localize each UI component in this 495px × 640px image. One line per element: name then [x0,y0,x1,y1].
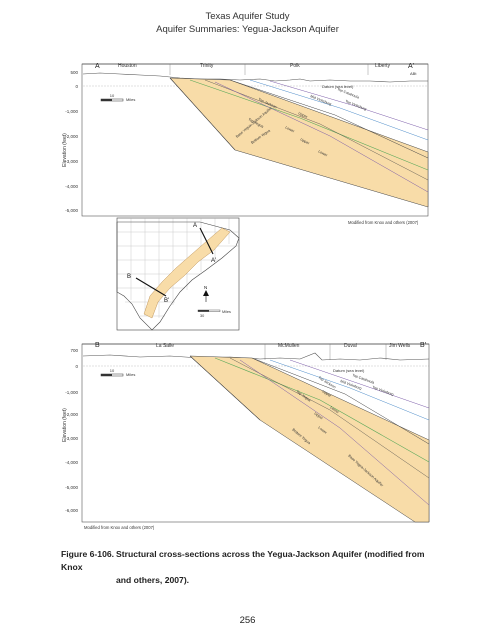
section-a-datum-label: Datum (sea level) [322,84,354,89]
county-mcmullen: McMullen [278,343,300,349]
section-a-catahoula-line [269,80,429,131]
elev-tick: 500 [70,70,78,75]
header-title: Texas Aquifer Study [205,11,290,22]
page-number: 256 [239,615,256,626]
section-a-axis-label: Elevation (feet) [62,133,68,167]
elev-tick: -5,000 [65,485,78,490]
elev-tick: 700 [70,348,78,353]
section-a-start-label: A [95,63,100,70]
section-a-corner-label: ABt [410,71,417,76]
elev-tick: -3,000 [65,436,78,441]
section-b-end-label: B' [420,342,426,349]
elev-tick: -2,000 [65,412,78,417]
map-label-a: A [193,223,197,229]
section-a-scale-value: 10 [110,93,115,98]
section-b-axis-label: Elevation (feet) [62,408,68,442]
unit-label: Upper [300,137,311,146]
section-b-outcrop-edge [189,355,261,421]
elev-tick: -4,000 [65,184,78,189]
elev-tick: 0 [75,84,78,89]
unit-label: Top Vicksburg [372,385,395,396]
elev-tick: -1,000 [65,390,78,395]
unit-label: Mid Vicksburg [340,379,363,390]
location-map: A A' B B' N 30 Miles [116,217,240,331]
section-a-vicksburg-line [249,79,429,141]
section-b-scale-bar-fill [101,374,112,376]
section-b-vicksburg-line [269,359,430,421]
section-b-catahoula-line [289,359,430,409]
page-header: Texas Aquifer Study Aquifer Summaries: Y… [0,10,495,36]
county-la-salle: La Salle [156,343,174,349]
county-houston: Houston [118,63,137,69]
unit-label: Lower [317,426,328,436]
unit-label: Upper [313,412,324,421]
section-b-credit: Modified from Knox and others (2007) [84,525,155,530]
map-scale-unit: Miles [222,310,231,314]
section-b-land-surface [82,352,430,361]
section-a-credit: Modified from Knox and others (2007) [348,220,419,225]
header-subtitle: Aquifer Summaries: Yegua-Jackson Aquifer [156,24,339,35]
state-outline [116,221,240,331]
elev-tick: -2,000 [65,134,78,139]
section-b-internal-line [229,357,430,479]
county-polk: Polk [290,63,300,69]
section-b-lower-line [239,359,430,506]
elev-tick: -6,000 [65,508,78,513]
county-trinity: Trinity [200,63,214,69]
section-b-top-yegua-line [214,357,430,463]
section-a-land-surface [82,72,428,83]
unit-label: Top Catahoula [337,87,360,99]
section-b-scale-value: 10 [110,368,115,373]
figure-number: Figure 6-106. [61,549,115,559]
figure: A A' Houston Trinity Polk Liberty 500 0 … [62,63,430,530]
elev-tick: -3,000 [65,159,78,164]
map-label-b: B [127,274,131,280]
aquifer-outcrop [143,227,231,319]
section-b-top-jackson-line [251,357,430,445]
map-scale-bar-fill [198,310,209,312]
section-a-aquifer-fill [169,77,429,208]
county-jim-wells: Jim Wells [389,343,411,349]
elev-tick: -4,000 [65,460,78,465]
unit-label: Upper [298,111,309,119]
elev-tick: 0 [75,364,78,369]
unit-label: Upper [321,389,332,398]
section-a-scale-bar-fill [101,99,112,101]
county-duval: Duval [344,343,357,349]
section-b-aquifer-fill [189,355,430,523]
section-a-top-yegua-line [189,79,429,171]
elev-tick: -5,000 [65,208,78,213]
unit-label: Top Catahoula [352,373,375,385]
figure-caption: Figure 6-106. Structural cross-sections a… [61,548,441,587]
unit-label: Top Vicksburg [345,99,367,111]
section-a-outcrop-edge [169,77,236,151]
caption-text-line1: Structural cross-sections across the Yeg… [61,549,425,572]
county-liberty: Liberty [375,63,391,69]
north-arrow-icon [203,290,209,302]
unit-label: Lower [285,125,296,134]
cross-section-a: A A' Houston Trinity Polk Liberty 500 0 … [62,63,429,225]
unit-label: Top Yegua [248,117,265,128]
section-a-lower-line [214,81,429,193]
cross-section-b: B B' La Salle McMullen Duval Jim Wells 7… [62,342,430,530]
section-a-end-label: A' [408,63,414,70]
section-a-scale-unit: Miles [126,97,135,102]
north-label: N [204,285,207,290]
elev-tick: -1,000 [65,109,78,114]
map-scale-value: 30 [200,314,204,318]
section-b-start-label: B [95,342,100,349]
caption-text-line2: and others, 2007). [116,575,190,585]
section-b-scale-unit: Miles [126,372,135,377]
map-line-b [135,277,167,297]
section-b-datum-label: Datum (sea level) [333,368,365,373]
unit-label: Lower [318,149,329,158]
section-a-internal-line [204,79,429,181]
map-label-b-prime: B' [164,298,169,304]
section-a-top-jackson-line [229,79,429,159]
map-label-a-prime: A' [211,258,216,264]
unit-label: Lower [329,406,340,415]
map-line-a [199,227,214,255]
